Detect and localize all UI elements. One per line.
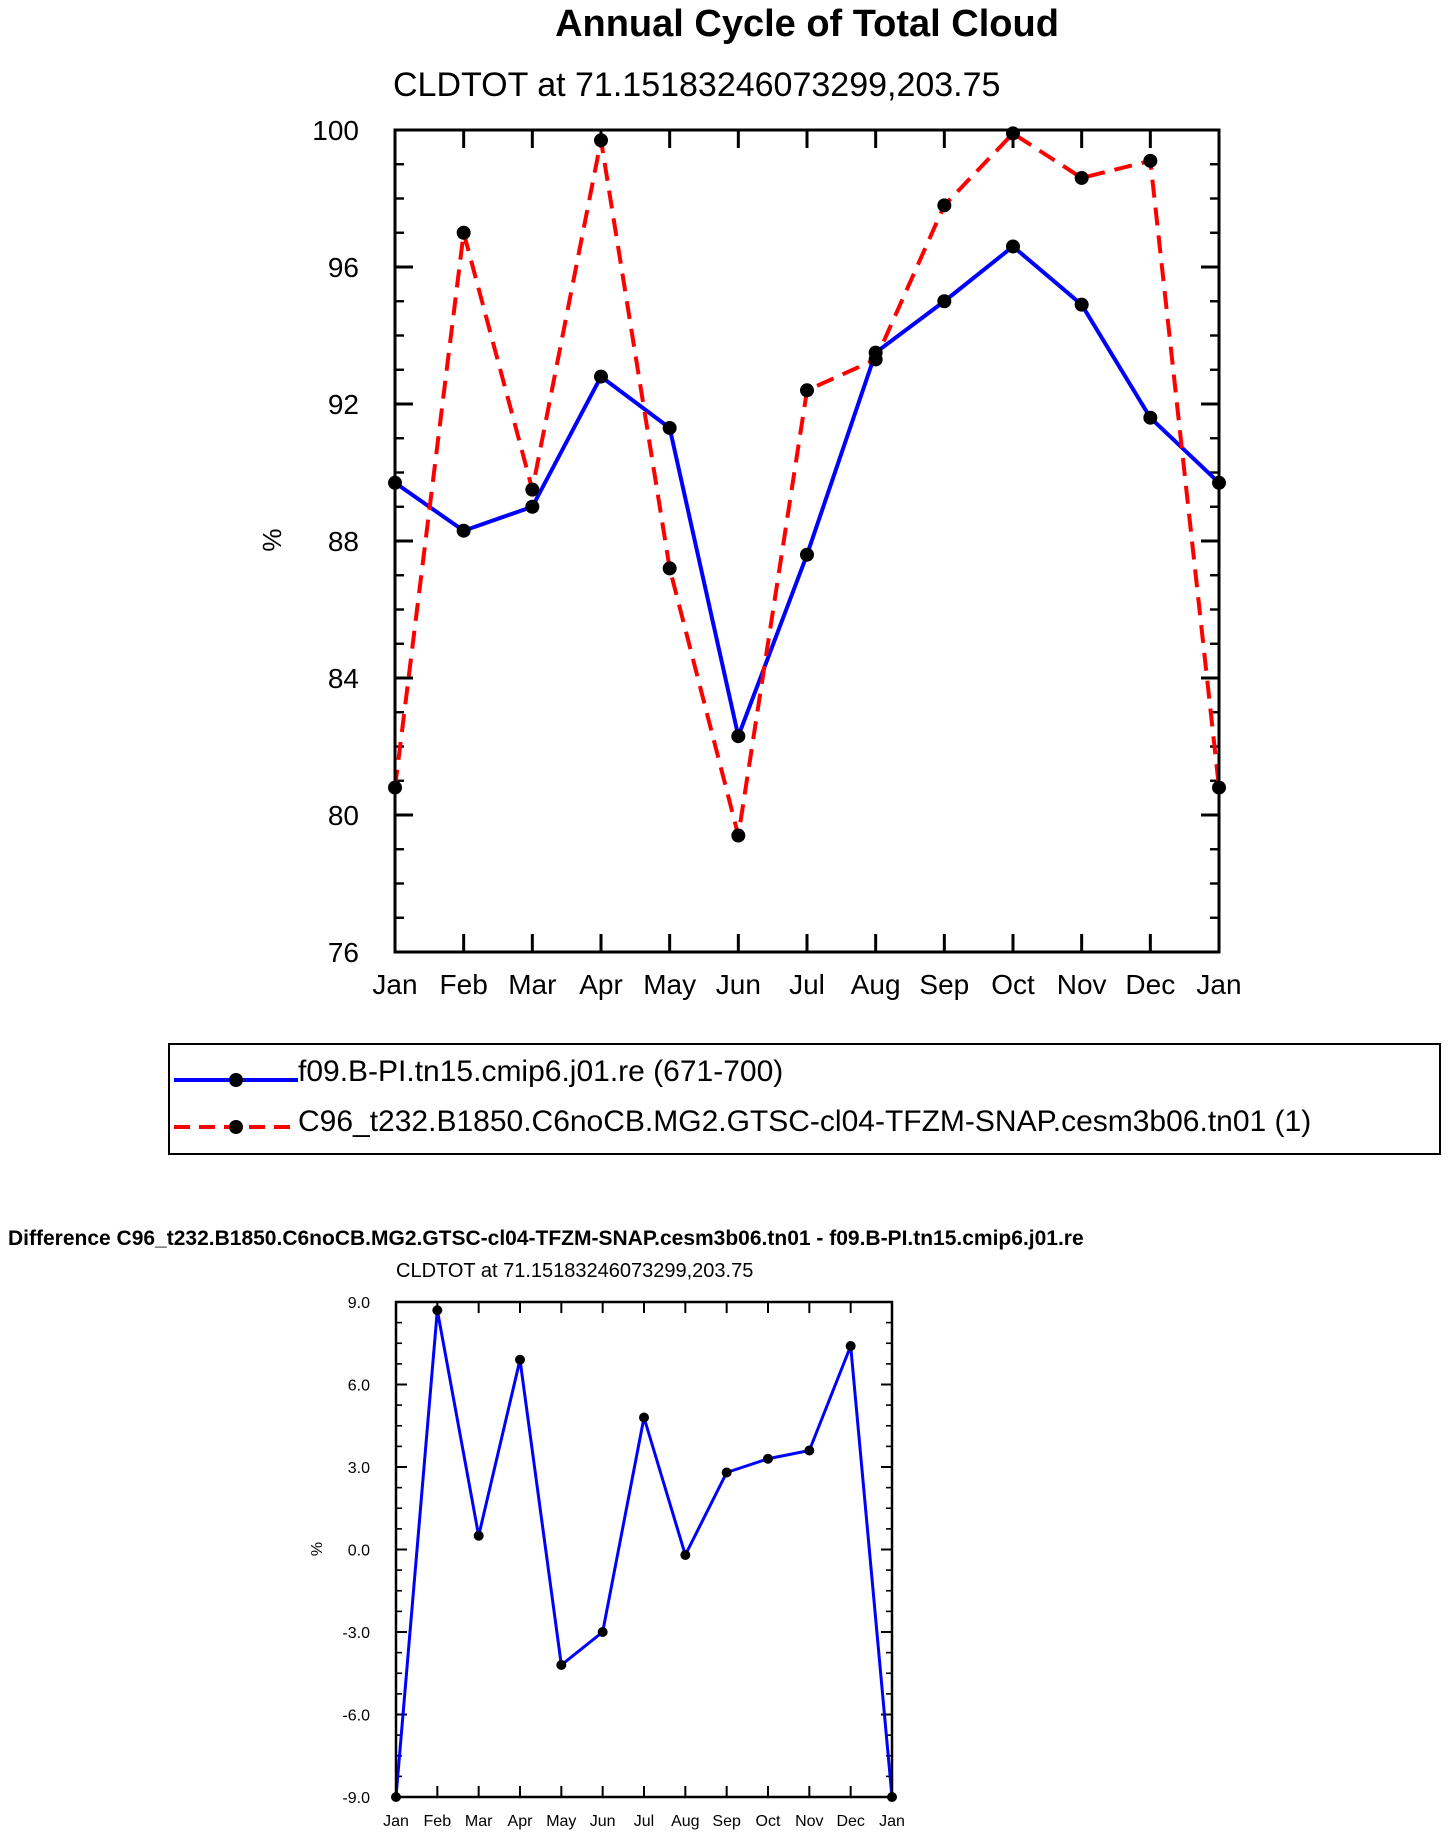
legend: f09.B-PI.tn15.cmip6.j01.re (671-700) C96… (168, 1043, 1441, 1155)
main-chart-frame (393, 128, 1221, 954)
x-tick-label: May (546, 1813, 576, 1830)
x-tick-label: Oct (991, 969, 1035, 1000)
series-1-point (731, 828, 746, 843)
x-tick-label: Feb (440, 969, 488, 1000)
difference-chart-subtitle: CLDTOT at 71.15183246073299,203.75 (396, 1260, 753, 1282)
series-1-point (456, 225, 471, 240)
x-tick-label: Oct (756, 1813, 781, 1830)
x-tick-label: Jun (716, 969, 761, 1000)
x-tick-label: Apr (508, 1813, 534, 1830)
series-0-point (556, 1660, 567, 1670)
x-tick-label: Nov (1057, 969, 1107, 1000)
y-tick-label: 100 (312, 115, 359, 146)
y-tick-label: 80 (328, 800, 359, 831)
x-tick-label: Nov (795, 1813, 823, 1830)
y-tick-label: 96 (328, 252, 359, 283)
main-chart-subtitle: CLDTOT at 71.15183246073299,203.75 (393, 66, 1000, 104)
series-0-point (731, 729, 746, 744)
difference-chart-series (391, 1305, 897, 1802)
series-1-point (868, 352, 883, 367)
x-tick-label: Mar (465, 1813, 493, 1830)
series-0-point (763, 1453, 773, 1464)
series-1-point (800, 383, 814, 398)
legend-label-c96: C96_t232.B1850.C6noCB.MG2.GTSC-cl04-TFZM… (298, 1105, 1312, 1138)
main-chart: Annual Cycle of Total Cloud CLDTOT at 71… (257, 3, 1242, 1000)
legend-entry-c96: C96_t232.B1850.C6noCB.MG2.GTSC-cl04-TFZM… (170, 1101, 1439, 1151)
series-0-point (597, 1627, 608, 1637)
series-0-point (680, 1550, 691, 1560)
legend-entry-f09: f09.B-PI.tn15.cmip6.j01.re (671-700) (170, 1051, 1439, 1101)
series-1-point (525, 482, 540, 497)
y-tick-label: 88 (328, 526, 359, 557)
x-tick-label: Jan (372, 969, 417, 1000)
y-tick-label: 0.0 (348, 1542, 370, 1559)
main-chart-title: Annual Cycle of Total Cloud (555, 3, 1059, 45)
series-0-point (1143, 410, 1158, 425)
y-tick-label: 3.0 (348, 1460, 370, 1477)
legend-line-solid-blue (174, 1073, 298, 1087)
x-tick-label: Feb (424, 1813, 452, 1830)
x-tick-label: Jan (383, 1813, 409, 1830)
series-0-point (845, 1341, 856, 1351)
series-1-point (1143, 153, 1158, 168)
legend-label-f09: f09.B-PI.tn15.cmip6.j01.re (671-700) (298, 1055, 784, 1088)
series-0-point (1006, 239, 1020, 254)
series-0-point (473, 1530, 484, 1541)
y-tick-label: -3.0 (342, 1625, 370, 1642)
series-1-point (1074, 170, 1089, 185)
y-tick-label: 6.0 (348, 1377, 370, 1394)
series-0-point (432, 1305, 443, 1316)
series-0-point (594, 369, 608, 384)
y-tick-label: 92 (328, 389, 359, 420)
x-tick-label: Jul (789, 969, 825, 1000)
difference-chart-ylabel: % (309, 1542, 326, 1556)
main-chart-ylabel: % (257, 528, 287, 551)
main-chart-ticks: 76 80 84 88 92 96 100 Jan Feb Mar Apr May Jun Jul Aug S… (312, 115, 1241, 1000)
series-0-point (800, 547, 814, 562)
x-tick-label: Jul (634, 1813, 654, 1830)
x-tick-label: Sep (919, 969, 969, 1000)
series-0-point (639, 1412, 649, 1423)
series-0-point (515, 1354, 525, 1365)
series-0-point (937, 294, 952, 309)
difference-chart: Difference C96_t232.B1850.C6noCB.MG2.GTS… (8, 1227, 1084, 1830)
series-0-point (456, 523, 471, 538)
x-tick-label: Sep (712, 1813, 741, 1830)
x-tick-label: Jun (590, 1813, 616, 1830)
y-tick-label: 76 (328, 937, 359, 968)
x-tick-label: Mar (508, 969, 556, 1000)
y-tick-label: 9.0 (348, 1295, 370, 1312)
y-tick-label: 84 (328, 663, 359, 694)
x-tick-label: Dec (836, 1813, 864, 1830)
series-line-0 (393, 244, 1221, 739)
y-tick-label: -9.0 (342, 1790, 370, 1807)
series-line-1 (393, 131, 1221, 838)
legend-line-dashed-red (174, 1120, 298, 1134)
x-tick-label: Aug (671, 1813, 699, 1830)
x-tick-label: May (643, 969, 696, 1000)
series-1-point (937, 198, 952, 213)
x-tick-label: Aug (851, 969, 901, 1000)
series-0-point (525, 499, 540, 514)
series-1-point (662, 561, 677, 576)
x-tick-label: Jan (879, 1813, 905, 1830)
series-0-point (721, 1467, 732, 1478)
y-tick-label: -6.0 (342, 1707, 370, 1724)
x-tick-label: Apr (579, 969, 623, 1000)
x-tick-label: Jan (1196, 969, 1241, 1000)
series-1-point (594, 133, 608, 148)
difference-chart-frame (394, 1300, 894, 1799)
series-0-point (1074, 297, 1089, 312)
difference-chart-ticks: -9.0 -6.0 -3.0 0.0 3.0 6.0 9.0 Jan Feb Mar Apr May J… (342, 1295, 904, 1830)
x-tick-label: Dec (1125, 969, 1175, 1000)
series-line-0 (394, 1308, 894, 1798)
main-chart-series (388, 126, 1226, 843)
series-0-point (804, 1445, 815, 1456)
series-0-point (662, 420, 677, 435)
difference-chart-title: Difference C96_t232.B1850.C6noCB.MG2.GTS… (8, 1227, 1084, 1250)
